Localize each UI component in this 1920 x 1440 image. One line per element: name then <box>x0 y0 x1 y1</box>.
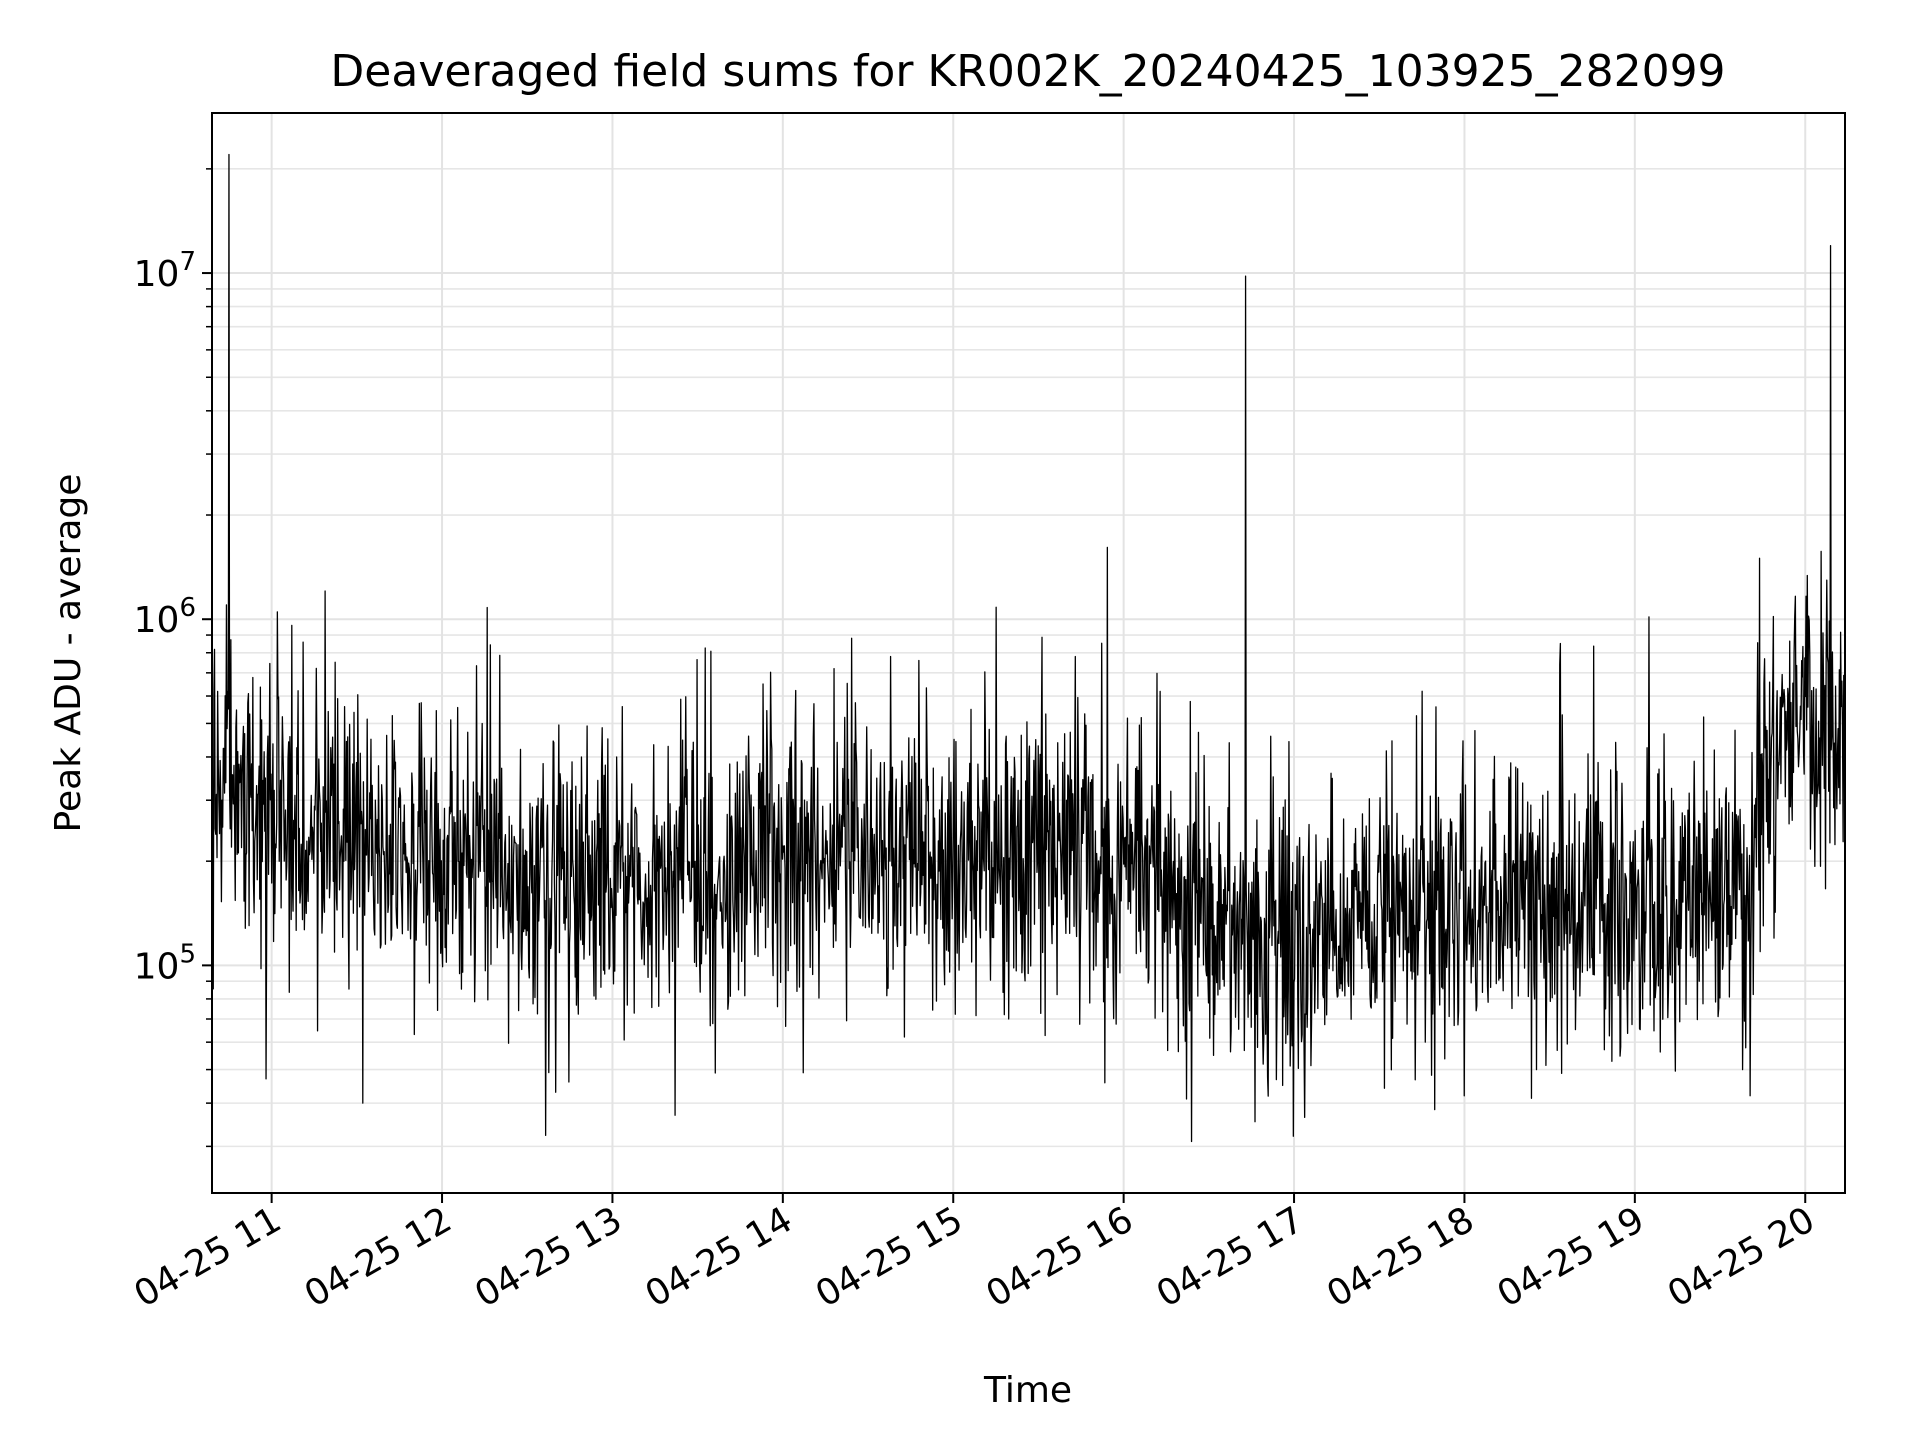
y-tick-label-base: 10 <box>134 600 180 641</box>
y-tick-label: 107 <box>134 247 196 295</box>
y-tick-label-base: 10 <box>134 254 180 295</box>
y-tick-label-exponent: 6 <box>179 593 196 623</box>
series-layer <box>211 153 1846 1143</box>
series-line <box>211 153 1846 1143</box>
y-tick-label-exponent: 7 <box>179 247 196 277</box>
y-tick-label-base: 10 <box>134 946 180 987</box>
y-tick-label-exponent: 5 <box>179 939 196 969</box>
chart-title: Deaveraged field sums for KR002K_2024042… <box>330 46 1725 97</box>
x-axis-title: Time <box>983 1370 1072 1411</box>
y-tick-label: 105 <box>134 939 196 987</box>
y-tick-label: 106 <box>134 593 196 641</box>
y-axis-title: Peak ADU - average <box>48 474 89 833</box>
